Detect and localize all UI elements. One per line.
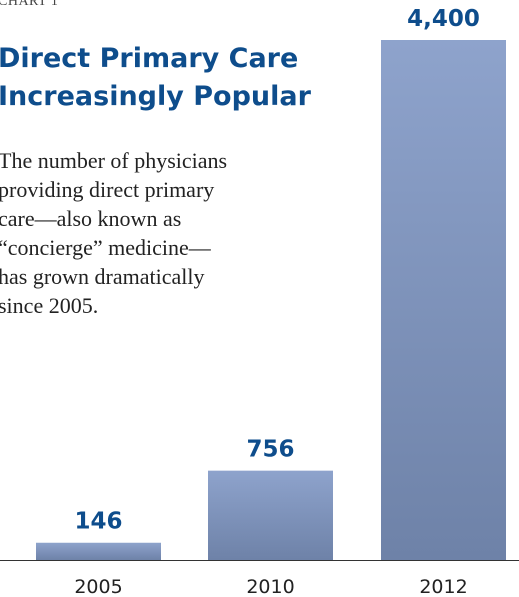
bar-value-label-2010: 756: [246, 437, 294, 463]
bar-2005: [36, 542, 161, 560]
x-axis-tick-labels: 2005 2010 2012: [74, 576, 467, 597]
chart-title-line-2: Increasingly Popular: [0, 81, 311, 112]
chart-description: The number of physicians providing direc…: [0, 146, 227, 320]
value-labels-group: 146 756 4,400: [74, 6, 479, 535]
chart-title-line-1: Direct Primary Care: [0, 43, 299, 74]
chart-description-line-2: providing direct primary: [0, 177, 215, 202]
bar-value-label-2005: 146: [74, 509, 122, 535]
chart-label: CHART 1: [0, 0, 59, 9]
chart-description-line-3: care—also known as: [0, 206, 182, 231]
chart-description-line-1: The number of physicians: [0, 148, 228, 173]
chart-description-line-6: since 2005.: [0, 293, 99, 318]
bar-2010: [208, 470, 333, 560]
x-tick-label-2012: 2012: [419, 576, 467, 597]
chart-title: Direct Primary Care Increasingly Popular: [0, 40, 311, 116]
bars-group: [36, 40, 506, 560]
x-tick-label-2005: 2005: [74, 576, 122, 597]
chart-description-line-4: “concierge” medicine—: [0, 235, 211, 260]
chart-description-line-5: has grown dramatically: [0, 264, 205, 289]
bar-value-label-2012: 4,400: [407, 6, 480, 32]
x-tick-label-2010: 2010: [246, 576, 294, 597]
bar-2012: [381, 40, 506, 560]
